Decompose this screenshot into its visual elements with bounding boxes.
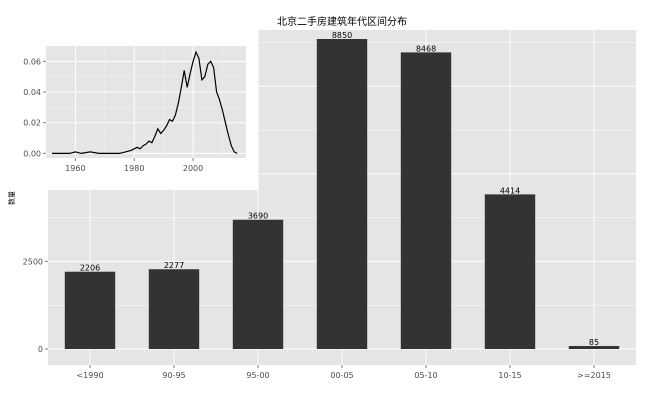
bar-05-10 <box>400 52 452 349</box>
main-y-axis: 0 2500 <box>23 257 48 354</box>
bar-value-label: 3690 <box>248 212 268 221</box>
y-tick-label: 2500 <box>23 257 43 266</box>
inset-y-tick-label: 0.04 <box>23 88 41 97</box>
main-bars: 2206 2277 3690 8850 8468 4414 85 <box>64 31 620 349</box>
inset-x-tick-label: 1960 <box>65 164 85 173</box>
chart-title: 北京二手房建筑年代区间分布 <box>277 15 407 28</box>
x-tick-label: 05-10 <box>414 371 437 380</box>
y-axis-label: 数量 <box>7 191 16 205</box>
x-tick-label: 00-05 <box>330 371 353 380</box>
inset-y-axis: 0.00 0.02 0.04 0.06 <box>23 57 46 158</box>
bar-<1990 <box>64 271 116 349</box>
inset-y-tick-label: 0.06 <box>23 57 41 66</box>
inset-y-tick-label: 0.02 <box>23 119 41 128</box>
bar-10-15 <box>484 194 536 349</box>
bar-95-00 <box>232 219 284 349</box>
inset-x-tick-label: 1980 <box>124 164 144 173</box>
inset-gridlines <box>45 46 246 158</box>
inset-y-tick-label: 0.00 <box>23 149 41 158</box>
x-tick-label: >=2015 <box>577 371 611 380</box>
bar-90-95 <box>148 269 200 349</box>
inset-x-axis: 1960 1980 2000 <box>65 158 203 173</box>
bar-00-05 <box>316 39 368 349</box>
bar->=2015 <box>568 346 620 349</box>
x-tick-label: 95-00 <box>246 371 269 380</box>
bar-value-label: 8850 <box>332 31 352 40</box>
bar-value-label: 8468 <box>416 44 436 53</box>
bar-value-label: 2277 <box>164 261 184 270</box>
bar-value-label: 2206 <box>80 264 100 273</box>
bar-value-label: 4414 <box>500 186 520 195</box>
inset-density-line <box>51 50 238 155</box>
x-tick-label: <1990 <box>76 371 103 380</box>
y-tick-label: 0 <box>38 345 43 354</box>
main-x-axis: <1990 90-95 95-00 00-05 05-10 10-15 >=2015 <box>76 365 611 380</box>
x-tick-label: 90-95 <box>162 371 185 380</box>
inset-plot-panel <box>46 46 246 158</box>
x-tick-label: 10-15 <box>498 371 521 380</box>
bar-value-label: 85 <box>589 338 599 347</box>
inset-x-tick-label: 2000 <box>183 164 203 173</box>
